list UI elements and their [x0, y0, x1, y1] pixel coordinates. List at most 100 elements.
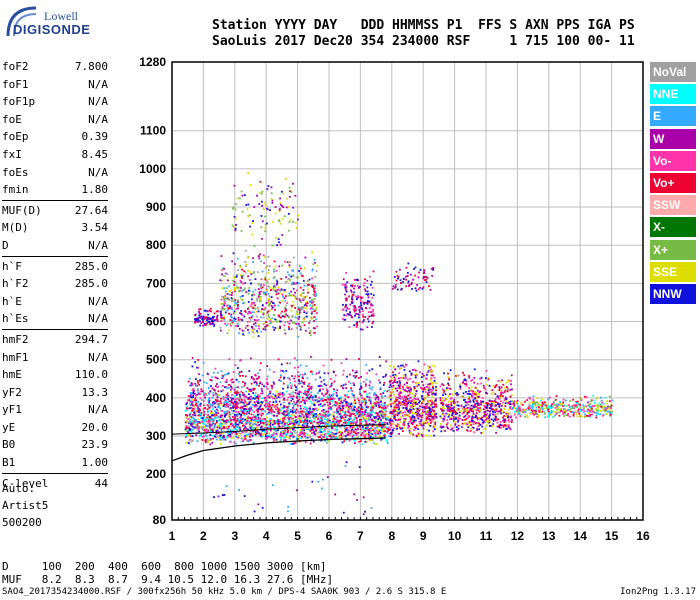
echo-point — [217, 424, 220, 427]
echo-point — [355, 433, 358, 435]
echo-point — [459, 385, 462, 388]
echo-point — [296, 388, 299, 390]
echo-point — [411, 421, 414, 424]
echo-point — [313, 394, 316, 397]
echo-point — [313, 404, 316, 406]
echo-point — [465, 380, 468, 383]
echo-point — [258, 417, 261, 420]
echo-point — [449, 388, 452, 390]
echo-point — [259, 402, 262, 405]
echo-point — [576, 400, 579, 403]
echo-point — [244, 408, 247, 410]
echo-point — [188, 407, 191, 410]
echo-point — [506, 423, 508, 426]
echo-point — [500, 405, 503, 407]
echo-point — [448, 409, 451, 412]
echo-point — [272, 393, 275, 396]
echo-point — [277, 408, 280, 411]
echo-point — [361, 397, 364, 400]
echo-point — [241, 407, 244, 410]
echo-point — [429, 422, 432, 424]
echo-point — [293, 423, 295, 425]
echo-point — [390, 415, 393, 418]
echo-point — [361, 432, 364, 435]
echo-point — [213, 388, 215, 391]
echo-point — [243, 395, 246, 398]
echo-point — [470, 424, 472, 426]
echo-point — [325, 415, 328, 418]
echo-point — [384, 405, 387, 407]
echo-point — [196, 393, 198, 396]
echo-point — [413, 416, 416, 418]
echo-point — [296, 392, 299, 395]
echo-point — [288, 418, 290, 420]
echo-point — [538, 407, 541, 410]
echo-point — [195, 384, 197, 387]
echo-point — [300, 437, 303, 440]
echo-point — [321, 400, 324, 402]
echo-point — [215, 398, 217, 401]
echo-point — [331, 418, 334, 421]
echo-point — [342, 411, 345, 413]
echo-point — [265, 397, 268, 400]
echo-point — [208, 392, 210, 395]
echo-point — [426, 395, 429, 398]
echo-point — [193, 405, 196, 408]
echo-point — [500, 393, 502, 396]
echo-point — [314, 407, 317, 410]
echo-point — [384, 433, 386, 436]
echo-point — [470, 386, 473, 389]
echo-point — [291, 435, 294, 438]
echo-point — [361, 406, 364, 409]
echo-point — [224, 412, 226, 414]
echo-point — [251, 416, 254, 419]
echo-point — [306, 377, 309, 380]
echo-point — [223, 436, 226, 439]
echo-point — [295, 386, 297, 388]
echo-point — [248, 388, 251, 391]
echo-point — [372, 406, 375, 409]
echo-point — [211, 376, 214, 379]
echo-point — [420, 416, 423, 419]
echo-point — [270, 404, 273, 407]
echo-point — [582, 404, 585, 407]
echo-point — [225, 421, 228, 424]
echo-point — [395, 406, 398, 409]
echo-point — [305, 428, 308, 431]
echo-point — [212, 426, 215, 429]
echo-point — [412, 412, 415, 414]
echo-point — [491, 389, 494, 392]
echo-point — [315, 415, 318, 418]
echo-point — [208, 428, 211, 431]
echo-point — [432, 392, 435, 395]
echo-point — [371, 425, 374, 428]
echo-point — [547, 405, 550, 408]
param-row: fxI 8.45 — [2, 146, 108, 164]
echo-point — [389, 384, 392, 386]
echo-point — [591, 410, 594, 413]
echo-point — [208, 423, 211, 426]
echo-point — [404, 411, 407, 414]
echo-point — [398, 394, 400, 397]
echo-point — [482, 412, 485, 415]
echo-point — [576, 415, 579, 418]
echo-point — [248, 390, 250, 392]
echo-point — [303, 433, 306, 436]
echo-point — [442, 412, 445, 415]
echo-point — [599, 413, 602, 416]
echo-point — [193, 399, 196, 402]
echo-point — [459, 410, 461, 413]
echo-point — [266, 436, 269, 439]
echo-point — [379, 388, 382, 390]
echo-point — [229, 418, 232, 420]
echo-point — [532, 400, 535, 403]
echo-point — [389, 392, 392, 395]
echo-point — [355, 423, 357, 425]
echo-point — [325, 384, 328, 387]
echo-point — [332, 415, 335, 418]
echo-point — [353, 418, 355, 421]
echo-point — [238, 412, 241, 415]
echo-point — [294, 411, 297, 413]
echo-point — [210, 385, 212, 387]
echo-point — [384, 430, 386, 433]
